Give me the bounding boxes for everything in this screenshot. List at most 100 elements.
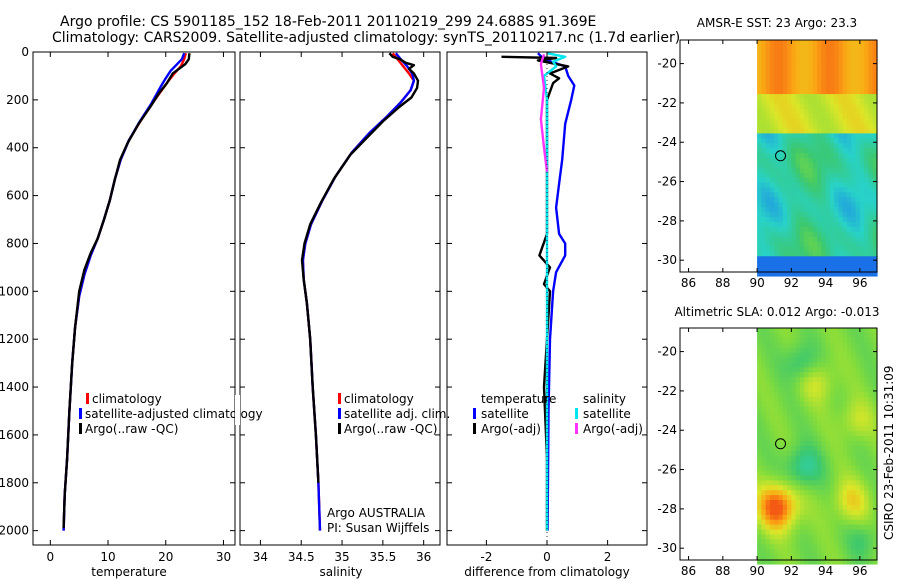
y-tick-label: -26: [657, 463, 677, 477]
legend-argo-swatch: [79, 423, 82, 434]
axes-frame: [32, 51, 236, 546]
series-argo-raw-qc: [62, 53, 191, 529]
legend-climatology-label: climatology: [344, 392, 414, 406]
temperature-panel: 0 10 20 30 0 200 400 600 800 1000 1200 1400 1600 1800…: [0, 45, 236, 564]
legend-salt-satellite-swatch: [575, 408, 578, 419]
y-tick-label: 600: [6, 189, 29, 203]
legend-argo-swatch: [338, 423, 341, 434]
legend-argo-label: Argo(..raw -QC): [85, 422, 178, 436]
y-tick-label: -24: [657, 135, 677, 149]
sst-map-panel: 86 88 90 92 94 96 -20 -22 -24 -26 -28 -30: [657, 39, 878, 290]
x-tick-label: 96: [852, 276, 867, 290]
difference-panel: -2 0 2: [446, 51, 648, 564]
series-climatology: [62, 52, 188, 531]
x-tick-label: 94: [818, 564, 833, 578]
legend-temp-argo-label: Argo(-adj): [481, 422, 541, 436]
sla-map-title: Altimetric SLA: 0.012 Argo: -0.013: [674, 305, 879, 319]
y-tick-label: -30: [657, 541, 677, 555]
timestamp-label: CSIRO 23-Feb-2011 10:31:09: [882, 365, 896, 540]
y-tick-label: 1600: [0, 428, 29, 442]
x-tick-label: 90: [749, 276, 764, 290]
y-tick-label: -30: [657, 253, 677, 267]
map-frame: [679, 327, 878, 561]
series-salinity-satellite: [542, 52, 567, 531]
x-tick-label: 0: [46, 550, 54, 564]
y-tick-label: 2000: [0, 524, 29, 538]
y-tick-label: 1200: [0, 332, 29, 346]
float-position-marker: [775, 150, 787, 162]
x-tick-label: 86: [681, 276, 696, 290]
difference-xlabel: difference from climatology: [464, 565, 630, 579]
sla-map-panel: 86 88 90 92 94 96 -20 -22 -24 -26 -28 -30: [657, 327, 878, 578]
x-tick-label: 86: [681, 564, 696, 578]
series-argo-raw-qc: [300, 52, 420, 483]
series-salinity-argo-adj: [539, 54, 549, 172]
legend-salt-argo-label: Argo(-adj): [583, 422, 643, 436]
y-tick-label: -20: [657, 57, 677, 71]
salinity-legend: climatology satellite adj. clim. Argo(..…: [338, 392, 450, 436]
x-tick-label: -2: [480, 550, 492, 564]
x-tick-label: 34.5: [288, 550, 315, 564]
y-tick-label: 400: [6, 141, 29, 155]
y-tick-label: -26: [657, 175, 677, 189]
y-tick-label: 1400: [0, 380, 29, 394]
x-tick-label: 92: [784, 276, 799, 290]
x-tick-label: 20: [158, 550, 173, 564]
y-tick-label: 200: [6, 93, 29, 107]
series-temperature-argo-adj: [501, 55, 570, 531]
legend-satellite-swatch: [79, 408, 82, 419]
y-tick-label: -22: [657, 384, 677, 398]
salinity-xlabel: salinity: [319, 565, 362, 579]
difference-legend: temperature salinity satellite Argo(-adj…: [473, 392, 643, 436]
legend-temp-satellite-label: satellite: [481, 407, 529, 421]
y-tick-label: -20: [657, 345, 677, 359]
x-tick-label: 34: [253, 550, 268, 564]
x-tick-label: 90: [749, 564, 764, 578]
x-tick-label: 35.5: [369, 550, 396, 564]
figure-title-line1: Argo profile: CS 5901185_152 18-Feb-2011…: [60, 14, 596, 30]
legend-satellite-label: satellite-adjusted climatology: [85, 407, 263, 421]
legend-argo-label: Argo(..raw -QC): [344, 422, 437, 436]
salinity-panel: 34 34.5 35 35.5 36: [239, 51, 441, 564]
temperature-xlabel: temperature: [91, 565, 166, 579]
series-satellite-adjusted-climatology: [62, 52, 186, 531]
y-tick-label: 1800: [0, 476, 29, 490]
legend-satellite-swatch: [338, 408, 341, 419]
x-tick-label: 96: [852, 564, 867, 578]
series-satellite-adj-clim: [301, 52, 416, 531]
map-field: [757, 40, 878, 277]
legend-salinity-header: salinity: [583, 392, 626, 406]
series-climatology: [301, 52, 416, 531]
y-tick-label: -24: [657, 423, 677, 437]
legend-climatology-label: climatology: [92, 392, 162, 406]
x-tick-label: 88: [715, 276, 730, 290]
figure-title-line2: Climatology: CARS2009. Satellite-adjuste…: [52, 30, 680, 46]
legend-salt-satellite-label: satellite: [583, 407, 631, 421]
y-tick-label: 800: [6, 236, 29, 250]
temperature-legend: climatology satellite-adjusted climatolo…: [79, 392, 263, 436]
legend-temperature-header: temperature: [481, 392, 556, 406]
x-tick-label: 36: [416, 550, 431, 564]
x-tick-label: 0: [543, 550, 551, 564]
x-tick-label: 2: [604, 550, 612, 564]
series-temperature-satellite: [537, 52, 576, 531]
x-tick-label: 94: [818, 276, 833, 290]
map-field: [757, 328, 878, 565]
legend-temp-satellite-swatch: [473, 408, 476, 419]
legend-satellite-label: satellite adj. clim.: [344, 407, 450, 421]
y-tick-label: -22: [657, 96, 677, 110]
x-tick-label: 30: [216, 550, 231, 564]
y-tick-label: 1000: [0, 284, 29, 298]
float-position-marker: [775, 438, 787, 450]
y-tick-label: -28: [657, 214, 677, 228]
sst-map-title: AMSR-E SST: 23 Argo: 23.3: [697, 16, 857, 30]
axes-frame: [239, 51, 441, 546]
pi-label: PI: Susan Wijffels: [327, 521, 429, 535]
legend-salt-argo-swatch: [575, 423, 578, 434]
legend-climatology-swatch: [86, 393, 89, 404]
map-frame: [679, 39, 878, 273]
x-tick-label: 35: [334, 550, 349, 564]
x-tick-label: 92: [784, 564, 799, 578]
